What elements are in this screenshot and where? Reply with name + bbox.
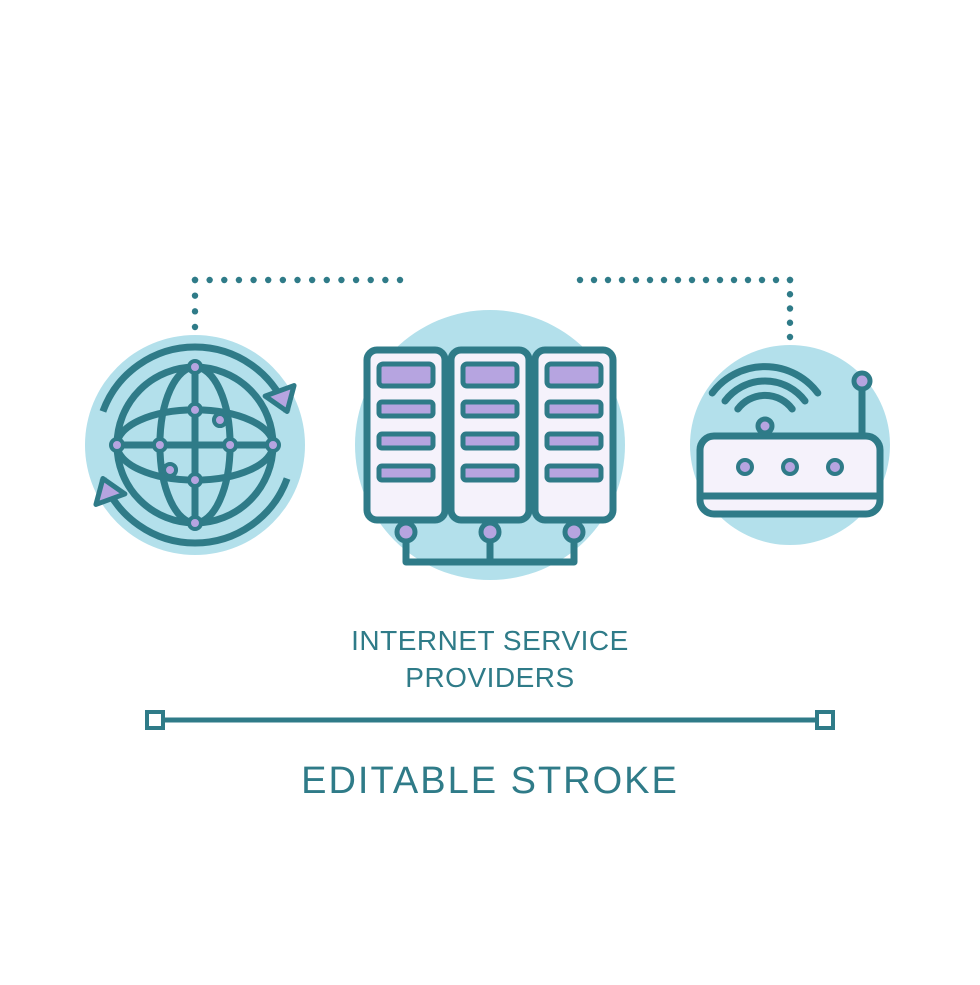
title-line-1: Internet service — [0, 625, 980, 657]
server-rack-icon — [367, 350, 613, 562]
divider-handle-left — [147, 712, 163, 728]
footer-label: EDITABLE STROKE — [0, 760, 980, 803]
divider-handle-right — [817, 712, 833, 728]
globe-icon — [96, 347, 294, 543]
infographic-canvas — [0, 0, 980, 980]
infographic-svg — [0, 0, 980, 980]
title-line-2: providers — [0, 662, 980, 694]
